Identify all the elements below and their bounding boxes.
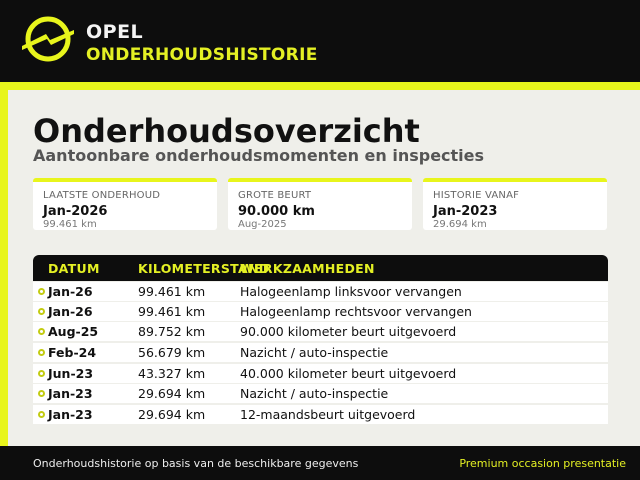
row-km: 29.694 km [138, 386, 206, 401]
row-date: Jan-23 [48, 407, 93, 422]
accent-bar-left [0, 82, 8, 446]
card-label: GROTE BEURT [238, 190, 312, 201]
row-km: 99.461 km [138, 284, 206, 299]
brand-name: OPEL [86, 21, 144, 43]
header: OPEL ONDERHOUDSHISTORIE [0, 0, 640, 82]
table-row: Jun-23 43.327 km 40.000 kilometer beurt … [33, 364, 608, 383]
row-km: 43.327 km [138, 366, 206, 381]
row-work: Nazicht / auto-inspectie [240, 386, 389, 401]
accent-bar-top [0, 82, 640, 90]
table-row: Jan-26 99.461 km Halogeenlamp linksvoor … [33, 282, 608, 301]
row-work: Nazicht / auto-inspectie [240, 345, 389, 360]
column-header-km: KILOMETERSTAND [138, 261, 270, 276]
card-major-service: GROTE BEURT 90.000 km Aug-2025 [228, 178, 412, 230]
table-row: Aug-25 89.752 km 90.000 kilometer beurt … [33, 322, 608, 341]
table-header: DATUM KILOMETERSTAND WERKZAAMHEDEN [33, 255, 608, 281]
timeline-dot-icon [38, 390, 45, 397]
timeline-dot-icon [38, 328, 45, 335]
row-km: 99.461 km [138, 304, 206, 319]
table-row: Feb-24 56.679 km Nazicht / auto-inspecti… [33, 343, 608, 362]
table-row: Jan-23 29.694 km Nazicht / auto-inspecti… [33, 384, 608, 403]
card-value: Jan-2026 [43, 204, 108, 219]
card-label: LAATSTE ONDERHOUD [43, 190, 161, 201]
timeline-dot-icon [38, 349, 45, 356]
row-date: Aug-25 [48, 324, 99, 339]
column-header-date: DATUM [48, 261, 100, 276]
footer: Onderhoudshistorie op basis van de besch… [0, 446, 640, 480]
row-work: Halogeenlamp rechtsvoor vervangen [240, 304, 472, 319]
card-last-service: LAATSTE ONDERHOUD Jan-2026 99.461 km [33, 178, 217, 230]
row-date: Jan-23 [48, 386, 93, 401]
row-work: 12-maandsbeurt uitgevoerd [240, 407, 416, 422]
card-value: 90.000 km [238, 204, 315, 219]
timeline-dot-icon [38, 288, 45, 295]
table-row: Jan-23 29.694 km 12-maandsbeurt uitgevoe… [33, 405, 608, 424]
footer-note: Onderhoudshistorie op basis van de besch… [33, 457, 359, 470]
row-km: 89.752 km [138, 324, 206, 339]
row-km: 56.679 km [138, 345, 206, 360]
timeline-dot-icon [38, 411, 45, 418]
card-sub: 99.461 km [43, 219, 97, 230]
row-km: 29.694 km [138, 407, 206, 422]
footer-tagline: Premium occasion presentatie [459, 457, 626, 470]
card-value: Jan-2023 [433, 204, 498, 219]
timeline-dot-icon [38, 370, 45, 377]
opel-blitz-logo-icon [22, 16, 74, 62]
row-work: 40.000 kilometer beurt uitgevoerd [240, 366, 457, 381]
row-work: 90.000 kilometer beurt uitgevoerd [240, 324, 457, 339]
row-date: Jan-26 [48, 304, 93, 319]
card-sub: 29.694 km [433, 219, 487, 230]
table-row: Jan-26 99.461 km Halogeenlamp rechtsvoor… [33, 302, 608, 321]
row-date: Feb-24 [48, 345, 97, 360]
row-date: Jan-26 [48, 284, 93, 299]
card-sub: Aug-2025 [238, 219, 287, 230]
card-label: HISTORIE VANAF [433, 190, 520, 201]
brand-subtitle: ONDERHOUDSHISTORIE [86, 45, 318, 65]
timeline-dot-icon [38, 308, 45, 315]
page-subtitle: Aantoonbare onderhoudsmomenten en inspec… [33, 146, 485, 165]
page-title: Onderhoudsoverzicht [33, 112, 420, 150]
row-date: Jun-23 [48, 366, 94, 381]
row-work: Halogeenlamp linksvoor vervangen [240, 284, 462, 299]
column-header-work: WERKZAAMHEDEN [240, 261, 375, 276]
card-history-from: HISTORIE VANAF Jan-2023 29.694 km [423, 178, 607, 230]
